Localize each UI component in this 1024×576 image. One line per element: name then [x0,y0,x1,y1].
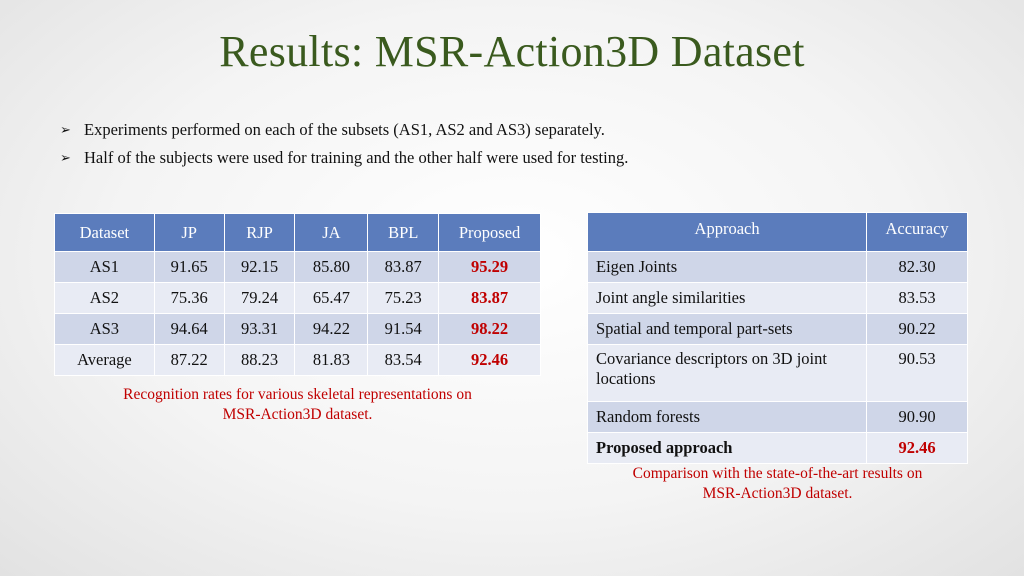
table-row: Covariance descriptors on 3D joint locat… [586,344,968,402]
table-row: Proposed approach 92.46 [586,432,968,464]
table-cell: 94.64 [153,313,225,345]
caption-line: MSR-Action3D dataset. [222,406,373,423]
accuracy-cell: 90.22 [866,313,968,345]
approach-cell: Spatial and temporal part-sets [586,313,868,345]
table-cell: 91.65 [153,251,225,283]
recognition-rates-table: Dataset JP RJP JA BPL Proposed AS1 91.65… [54,213,541,376]
caption-line: MSR-Action3D dataset. [702,485,853,502]
table-cell: 94.22 [294,313,369,345]
table-cell: 83.54 [367,344,440,376]
accuracy-cell: 83.53 [866,282,968,314]
table-cell: 79.24 [223,282,296,314]
accuracy-cell: 90.90 [866,401,968,433]
table-cell: 75.36 [153,282,225,314]
table-cell: AS3 [54,313,155,345]
table-cell: Average [54,344,155,376]
bullet-item: ➢ Experiments performed on each of the s… [60,120,628,148]
header-rjp: RJP [223,213,296,252]
table-header-row: Approach Accuracy [586,212,968,252]
approach-cell: Joint angle similarities [586,282,868,314]
accuracy-cell: 82.30 [866,251,968,283]
table2-caption: Comparison with the state-of-the-art res… [587,464,968,504]
table-row: AS2 75.36 79.24 65.47 75.23 83.87 [54,282,541,314]
table-cell: 92.15 [223,251,296,283]
approach-cell: Eigen Joints [586,251,868,283]
proposed-value-cell: 83.87 [438,282,541,314]
proposed-value-cell: 95.29 [438,251,541,283]
table-cell: 85.80 [294,251,369,283]
table-row: Spatial and temporal part-sets 90.22 [586,313,968,345]
approach-cell: Proposed approach [586,432,868,464]
table-cell: 87.22 [153,344,225,376]
header-accuracy: Accuracy [866,212,968,252]
table-row: Joint angle similarities 83.53 [586,282,968,314]
proposed-value-cell: 98.22 [438,313,541,345]
arrow-bullet-icon: ➢ [60,122,71,137]
table-cell: 65.47 [294,282,369,314]
header-jp: JP [153,213,225,252]
caption-line: Comparison with the state-of-the-art res… [632,465,923,482]
table1-caption: Recognition rates for various skeletal r… [54,385,541,425]
header-bpl: BPL [367,213,440,252]
bullet-item: ➢ Half of the subjects were used for tra… [60,148,628,176]
table-header-row: Dataset JP RJP JA BPL Proposed [54,213,541,252]
table-row: Eigen Joints 82.30 [586,251,968,283]
caption-line: Recognition rates for various skeletal r… [123,386,472,403]
table-row: AS1 91.65 92.15 85.80 83.87 95.29 [54,251,541,283]
approach-cell: Covariance descriptors on 3D joint locat… [586,344,868,402]
bullet-text: Half of the subjects were used for train… [84,148,629,167]
table-cell: 93.31 [223,313,296,345]
table-cell: 83.87 [367,251,440,283]
bullet-list: ➢ Experiments performed on each of the s… [60,120,628,176]
table-cell: AS2 [54,282,155,314]
header-proposed: Proposed [438,213,541,252]
slide-title: Results: MSR-Action3D Dataset [219,27,805,76]
table-row: Average 87.22 88.23 81.83 83.54 92.46 [54,344,541,376]
accuracy-cell: 90.53 [866,344,968,402]
bullet-text: Experiments performed on each of the sub… [84,120,605,139]
accuracy-cell: 92.46 [866,432,968,464]
table-cell: 91.54 [367,313,440,345]
comparison-table: Approach Accuracy Eigen Joints 82.30 Joi… [586,212,968,464]
header-approach: Approach [586,212,868,252]
arrow-bullet-icon: ➢ [60,150,71,165]
table-cell: 88.23 [223,344,296,376]
table-cell: 75.23 [367,282,440,314]
proposed-value-cell: 92.46 [438,344,541,376]
table-row: AS3 94.64 93.31 94.22 91.54 98.22 [54,313,541,345]
approach-cell: Random forests [586,401,868,433]
table-row: Random forests 90.90 [586,401,968,433]
table-cell: AS1 [54,251,155,283]
header-ja: JA [294,213,369,252]
table-cell: 81.83 [294,344,369,376]
header-dataset: Dataset [54,213,155,252]
